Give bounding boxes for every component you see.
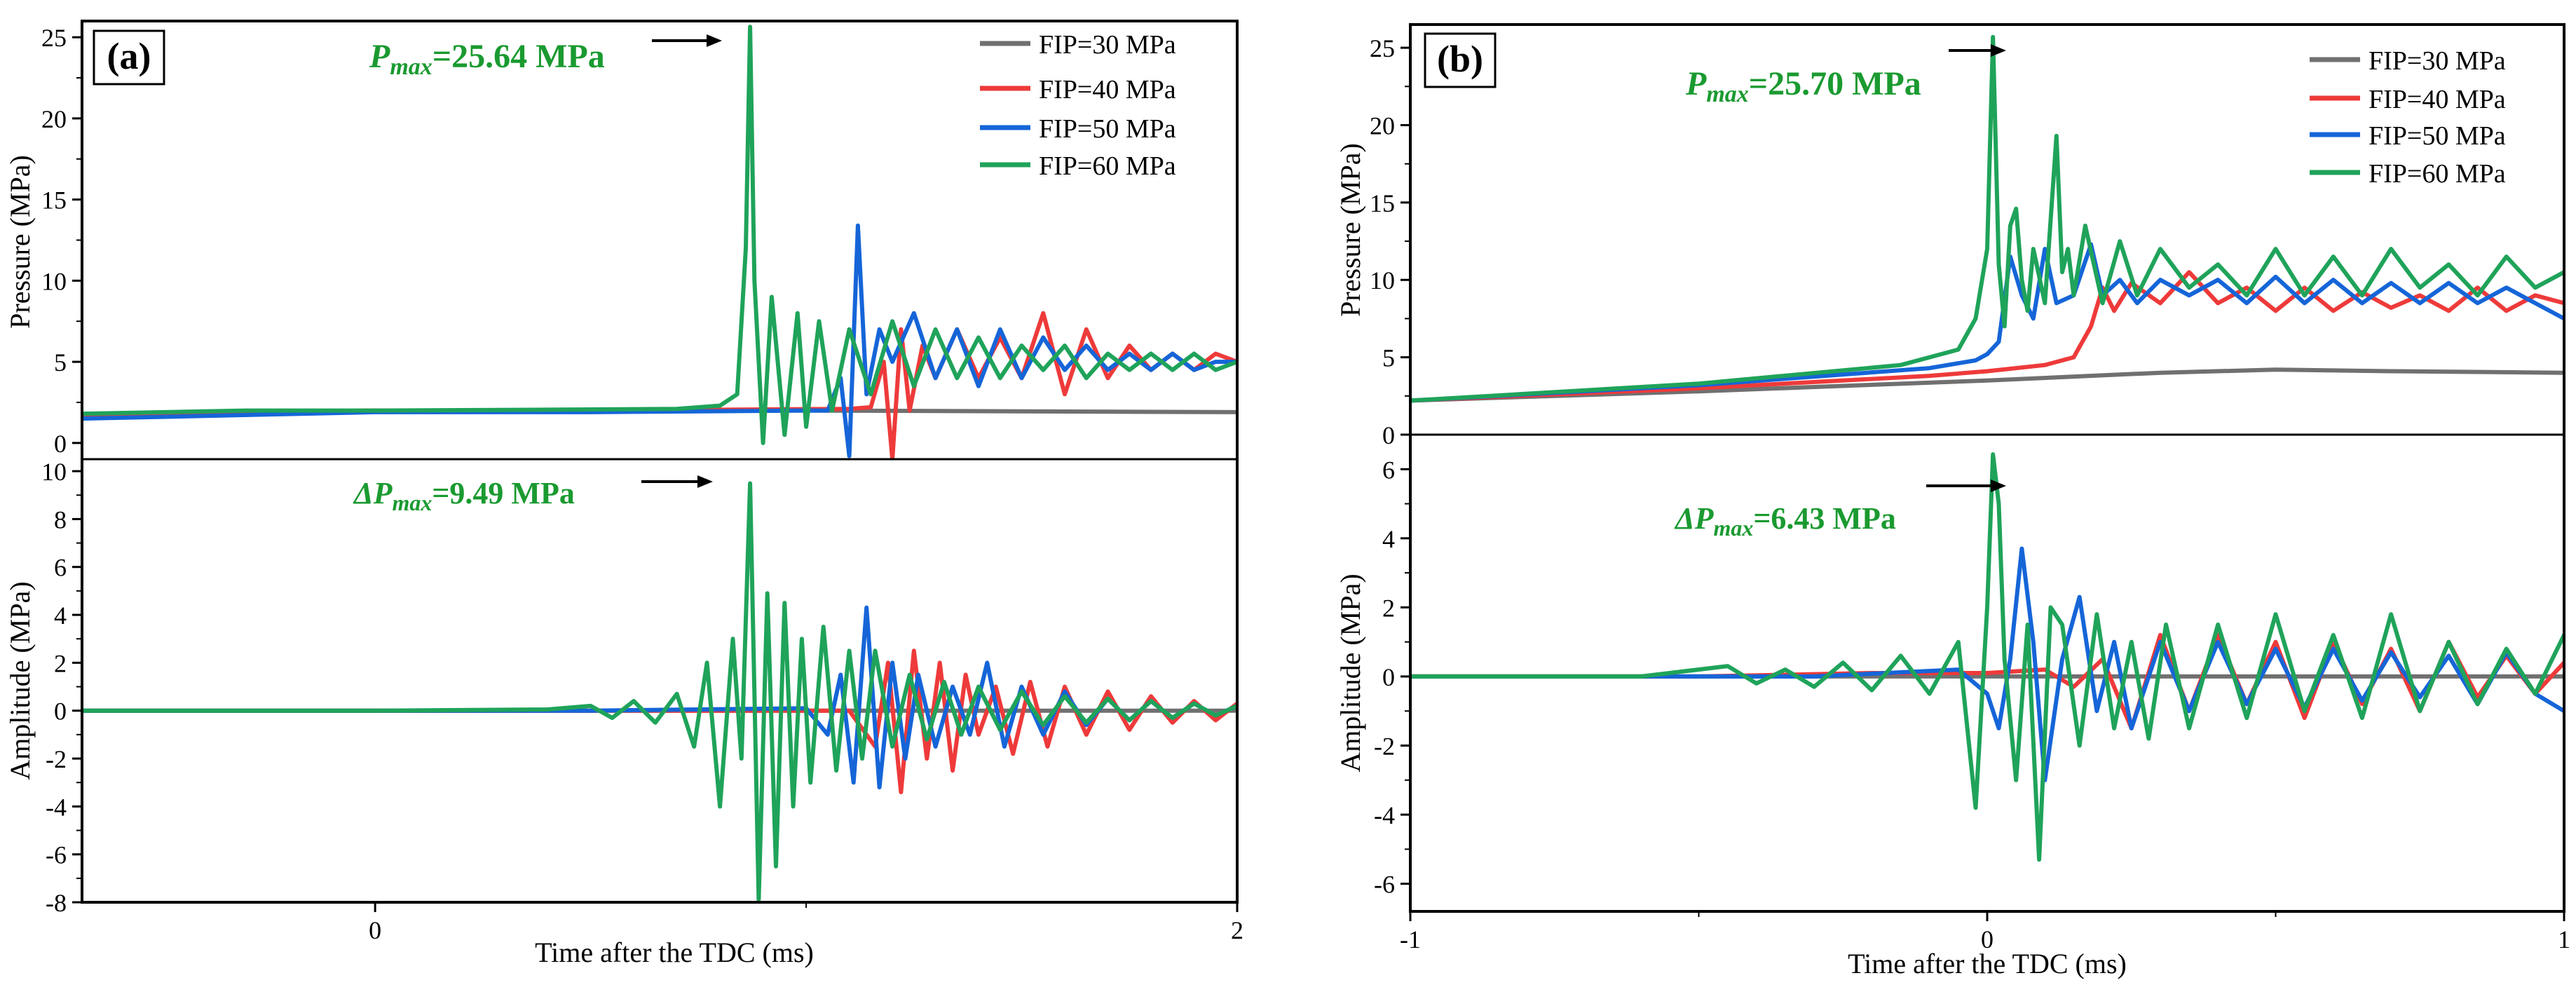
a-amplitude-ylabel: Amplitude (MPa) bbox=[4, 581, 36, 780]
b-amplitude-ytick-label-6: 6 bbox=[1382, 456, 1395, 484]
b-pressure-line-fip-60-mpa bbox=[1410, 34, 2564, 403]
svg-text:FIP=50 MPa: FIP=50 MPa bbox=[2369, 121, 2506, 151]
a-amplitude-ytick-label-8: 8 bbox=[54, 505, 67, 534]
a-amplitude-ytick-label--2: -2 bbox=[46, 745, 67, 773]
a-pressure-ytick-label-0: 0 bbox=[54, 430, 67, 458]
b-amplitude-ytick-label--4: -4 bbox=[1374, 801, 1395, 829]
a-panel-label-box bbox=[93, 29, 165, 86]
a-pressure-yaxis: 0 5 10 15 20 25 bbox=[41, 24, 82, 458]
a-dpmax-arrow bbox=[641, 475, 713, 488]
a-amplitude-series bbox=[82, 481, 1237, 902]
svg-text:FIP=60 MPa: FIP=60 MPa bbox=[1039, 151, 1176, 181]
svg-text:FIP=40 MPa: FIP=40 MPa bbox=[2369, 85, 2506, 114]
b-panel-label-box bbox=[1424, 32, 1497, 88]
b-legend-item-fip30: FIP=30 MPa bbox=[2310, 46, 2506, 76]
a-amplitude-xtick-label-2: 2 bbox=[1231, 916, 1243, 944]
svg-text:FIP=40 MPa: FIP=40 MPa bbox=[1039, 75, 1176, 104]
b-amplitude-line-fip-60-mpa bbox=[1410, 452, 2564, 862]
b-amplitude-xtick-label--1: -1 bbox=[1400, 925, 1421, 953]
b-pmax-annotation: Pmax=25.70 MPa bbox=[1685, 65, 1921, 107]
a-amplitude-axes: -8 -6 -4 -2 0 2 4 6 8 10 0 2 bbox=[41, 458, 1243, 944]
a-pressure-ytick-label-10: 10 bbox=[41, 267, 67, 295]
b-amplitude-ytick-label--2: -2 bbox=[1374, 732, 1395, 760]
a-legend-item-fip30: FIP=30 MPa bbox=[980, 30, 1176, 60]
a-amplitude-line-fip-60-mpa bbox=[82, 481, 1237, 902]
b-amplitude-xtick-label-1: 1 bbox=[2558, 925, 2570, 953]
b-pressure-line-fip-50-mpa bbox=[1410, 242, 2564, 403]
b-amplitude-ytick-label--6: -6 bbox=[1374, 871, 1395, 899]
b-legend-item-fip50: FIP=50 MPa bbox=[2310, 121, 2506, 151]
b-pressure-ytick-label-20: 20 bbox=[1370, 111, 1395, 140]
a-amplitude-ytick-label-4: 4 bbox=[54, 602, 67, 630]
b-xlabel: Time after the TDC (ms) bbox=[1848, 948, 2127, 979]
b-pmax-arrow bbox=[1949, 44, 2006, 57]
a-amplitude-ytick-label--4: -4 bbox=[46, 793, 67, 821]
b-amplitude-ytick-label-4: 4 bbox=[1382, 525, 1395, 553]
a-frame bbox=[81, 20, 1239, 904]
a-amplitude-ytick-label-10: 10 bbox=[41, 458, 67, 486]
a-pressure-series bbox=[82, 25, 1237, 459]
b-legend: FIP=30 MPa FIP=40 MPa FIP=50 MPa FIP=60 … bbox=[2310, 46, 2506, 189]
a-xlabel: Time after the TDC (ms) bbox=[535, 937, 814, 968]
b-pressure-ytick-label-15: 15 bbox=[1370, 189, 1395, 217]
b-amplitude-series bbox=[1410, 452, 2564, 862]
a-pmax-arrow bbox=[652, 34, 722, 47]
b-pressure-ytick-label-5: 5 bbox=[1382, 344, 1395, 372]
b-legend-item-fip60: FIP=60 MPa bbox=[2310, 159, 2506, 189]
a-dpmax-annotation: ΔPmax=9.49 MPa bbox=[353, 476, 575, 515]
a-legend-item-fip40: FIP=40 MPa bbox=[980, 75, 1176, 104]
b-pressure-ylabel: Pressure (MPa) bbox=[1335, 143, 1366, 317]
a-legend-item-fip60: FIP=60 MPa bbox=[980, 151, 1176, 181]
a-panel-label: (a) bbox=[107, 35, 151, 77]
b-pressure-ytick-label-0: 0 bbox=[1382, 421, 1395, 449]
a-amplitude-xtick-label-0: 0 bbox=[369, 916, 381, 944]
a-pressure-ytick-label-15: 15 bbox=[41, 186, 67, 215]
a-amplitude-ytick-label-2: 2 bbox=[54, 649, 67, 677]
b-pressure-line-fip-30-mpa bbox=[1410, 367, 2564, 403]
a-amplitude-ytick-label-6: 6 bbox=[54, 554, 67, 582]
panel-b: 0 5 10 15 20 25 -6 -4 -2 0 2 4 6 -1 0 1 Pressure (MPa)… bbox=[1335, 23, 2570, 979]
a-pressure-ytick-label-5: 5 bbox=[54, 348, 67, 376]
a-pmax-annotation: Pmax=25.64 MPa bbox=[369, 38, 605, 80]
b-legend-item-fip40: FIP=40 MPa bbox=[2310, 85, 2506, 114]
b-pressure-yaxis: 0 5 10 15 20 25 bbox=[1370, 34, 1410, 449]
a-amplitude-ytick-label--6: -6 bbox=[46, 841, 67, 869]
a-pressure-ytick-label-25: 25 bbox=[41, 24, 67, 52]
a-amplitude-ytick-label-0: 0 bbox=[54, 698, 67, 726]
b-panel-label: (b) bbox=[1437, 38, 1483, 80]
b-amplitude-ytick-label-0: 0 bbox=[1382, 663, 1395, 691]
svg-text:FIP=50 MPa: FIP=50 MPa bbox=[1039, 114, 1176, 144]
b-amplitude-ylabel: Amplitude (MPa) bbox=[1335, 573, 1366, 772]
b-pressure-ytick-label-10: 10 bbox=[1370, 266, 1395, 294]
a-pressure-ytick-label-20: 20 bbox=[41, 105, 67, 133]
a-legend-item-fip50: FIP=50 MPa bbox=[980, 114, 1176, 144]
b-amplitude-axes: -6 -4 -2 0 2 4 6 -1 0 1 bbox=[1374, 456, 2570, 953]
a-amplitude-ytick-label--8: -8 bbox=[46, 889, 67, 917]
svg-text:FIP=30 MPa: FIP=30 MPa bbox=[1039, 30, 1176, 60]
a-pressure-line-fip-60-mpa bbox=[82, 25, 1237, 445]
b-dpmax-annotation: ΔPmax=6.43 MPa bbox=[1674, 501, 1896, 541]
b-dpmax-arrow bbox=[1926, 480, 2006, 492]
b-pressure-series bbox=[1410, 34, 2564, 403]
b-pressure-line-fip-40-mpa bbox=[1410, 270, 2564, 403]
svg-text:FIP=30 MPa: FIP=30 MPa bbox=[2369, 46, 2506, 76]
b-amplitude-ytick-label-2: 2 bbox=[1382, 594, 1395, 622]
a-pressure-ylabel: Pressure (MPa) bbox=[4, 155, 36, 329]
b-amplitude-xtick-label-0: 0 bbox=[1981, 925, 1994, 953]
b-pressure-ytick-label-25: 25 bbox=[1370, 34, 1395, 62]
a-legend: FIP=30 MPa FIP=40 MPa FIP=50 MPa FIP=60 … bbox=[980, 30, 1176, 181]
svg-text:FIP=60 MPa: FIP=60 MPa bbox=[2369, 159, 2506, 189]
a-amplitude-line-fip-40-mpa bbox=[82, 648, 1237, 794]
